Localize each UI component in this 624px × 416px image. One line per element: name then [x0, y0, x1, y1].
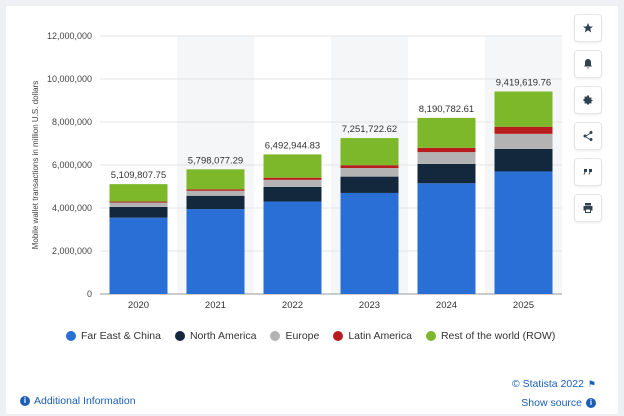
x-tick-label: 2021	[205, 300, 226, 311]
show-source-link[interactable]: Show source i	[521, 397, 596, 409]
y-axis-label: Mobile wallet transactions in million U.…	[31, 81, 40, 250]
bar-segment	[494, 133, 553, 149]
flag-icon: ⚑	[587, 378, 596, 389]
x-tick-label: 2025	[513, 300, 534, 311]
quote-icon	[583, 169, 592, 175]
share-button[interactable]	[574, 122, 602, 150]
bar-segment	[263, 177, 322, 180]
bar-segment	[340, 168, 399, 177]
print-icon	[583, 203, 593, 213]
bar-segment	[186, 209, 245, 294]
bar-segment	[263, 179, 322, 187]
legend-item[interactable]: Europe	[270, 330, 319, 342]
y-tick-label: 2,000,000	[52, 246, 92, 256]
legend-label: Rest of the world (ROW)	[440, 330, 556, 342]
legend-label: North America	[189, 330, 257, 342]
legend-item[interactable]: Rest of the world (ROW)	[425, 330, 556, 342]
bar-segment	[186, 169, 245, 190]
info-icon: i	[20, 396, 30, 406]
legend-marker	[174, 331, 185, 341]
legend-item[interactable]: Far East & China	[66, 330, 161, 342]
bar-segment	[417, 147, 476, 153]
legend-marker	[270, 331, 281, 341]
bar-total-label: 7,251,722.62	[342, 124, 397, 135]
legend-marker	[66, 331, 76, 341]
star-icon	[583, 23, 593, 33]
y-tick-label: 6,000,000	[52, 160, 92, 170]
bar-segment	[417, 163, 476, 184]
favorite-button[interactable]	[574, 14, 602, 42]
legend-label: Latin America	[348, 330, 412, 342]
additional-information-label: Additional Information	[34, 395, 136, 407]
y-tick-label: 0	[87, 289, 92, 299]
legend-item[interactable]: North America	[174, 330, 257, 342]
legend-item[interactable]: Latin America	[333, 330, 412, 342]
bar-total-label: 5,109,807.75	[111, 170, 166, 181]
gear-icon	[583, 95, 593, 105]
bar-total-label: 9,419,619.76	[496, 77, 551, 88]
x-tick-label: 2022	[282, 300, 303, 311]
statista-copyright-link[interactable]: © Statista 2022 ⚑	[512, 378, 596, 390]
share-icon	[583, 131, 593, 141]
bar-segment	[186, 190, 245, 196]
bar-total-label: 5,798,077.29	[188, 155, 243, 166]
bar-segment	[494, 148, 553, 172]
bar-segment	[340, 176, 399, 193]
bar-segment	[340, 165, 399, 169]
x-tick-label: 2024	[436, 300, 457, 311]
copyright-label: © Statista 2022	[511, 378, 584, 390]
bar-segment	[417, 152, 476, 164]
bar-segment	[340, 192, 399, 294]
bar-segment	[494, 126, 553, 134]
bar-segment	[109, 206, 168, 218]
cite-button[interactable]	[574, 158, 602, 186]
bar-segment	[109, 202, 168, 207]
bar-segment	[186, 189, 245, 191]
bar-segment	[263, 186, 322, 202]
bar-segment	[109, 201, 168, 203]
show-source-label: Show source	[521, 397, 582, 409]
bar-segment	[263, 201, 322, 294]
legend-marker	[333, 331, 344, 341]
bar-segment	[494, 91, 553, 127]
legend-label: Far East & China	[81, 330, 161, 342]
bar-segment	[109, 184, 168, 202]
bar-total-label: 6,492,944.83	[265, 140, 320, 151]
bar-segment	[417, 117, 476, 148]
chart-legend: Far East & China North America Europe Latin…	[66, 330, 566, 342]
bar-segment	[186, 195, 245, 210]
y-tick-label: 8,000,000	[52, 117, 92, 127]
settings-button[interactable]	[574, 86, 602, 114]
info-icon: i	[586, 398, 596, 408]
sidebar-toolbar	[574, 14, 602, 230]
legend-label: Europe	[285, 330, 320, 342]
print-button[interactable]	[574, 194, 602, 222]
x-tick-label: 2023	[359, 300, 380, 311]
bell-icon	[584, 59, 592, 69]
notification-button[interactable]	[574, 50, 602, 78]
legend-marker	[425, 331, 436, 341]
bar-total-label: 8,190,782.61	[419, 104, 474, 115]
bar-segment	[109, 217, 168, 294]
bar-segment	[263, 154, 322, 178]
bar-segment	[340, 138, 399, 166]
y-tick-label: 12,000,000	[47, 31, 92, 41]
bar-segment	[494, 171, 553, 294]
y-tick-label: 10,000,000	[47, 74, 92, 84]
bar-segment	[417, 183, 476, 294]
additional-information-link[interactable]: i Additional Information	[20, 395, 136, 407]
y-tick-label: 4,000,000	[52, 203, 92, 213]
x-tick-label: 2020	[128, 300, 149, 311]
